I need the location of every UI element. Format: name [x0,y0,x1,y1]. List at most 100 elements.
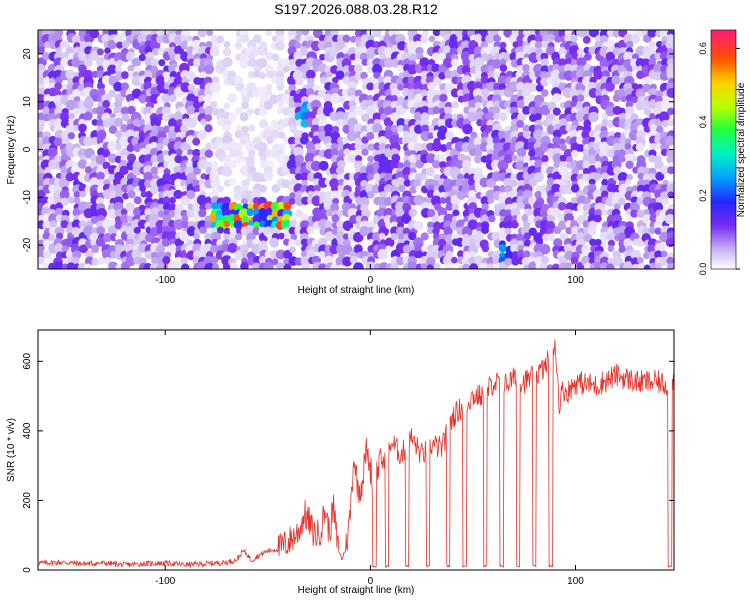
heatmap-cell [397,59,405,67]
heatmap-cell [102,161,111,170]
heatmap-cell [643,264,651,269]
heatmap-cell [173,172,183,182]
heatmap-cell [161,113,171,122]
heatmap-cell [203,94,213,103]
heatmap-cell [143,171,154,182]
heatmap-cell [38,172,46,183]
heatmap-cell [174,53,182,61]
heatmap-cell [180,257,188,265]
heatmap-cell [294,41,302,49]
heatmap-cell [290,233,298,241]
snr-series-line [38,339,674,569]
heatmap-cell [192,148,201,158]
heatmap-cell [402,195,411,205]
heatmap-cell [222,47,232,57]
heatmap-cell [372,30,382,38]
heatmap-cell [396,64,404,72]
heatmap-cell [56,232,64,240]
heatmap-cell [287,117,299,128]
heatmap-cell [414,81,425,92]
heatmap-cell [210,34,219,43]
heatmap-cell [275,153,286,163]
heatmap-cell [425,166,435,177]
heatmap-cell [91,244,100,253]
heatmap-cell [343,148,351,156]
heatmap-cell [169,196,176,204]
heatmap-cell [660,191,669,200]
heatmap-cell [90,136,100,146]
heatmap-cell [359,52,369,62]
heatmap-cell [371,231,382,242]
heatmap-cell [391,87,401,98]
heatmap-cell [72,256,80,264]
heatmap-cell [205,161,213,169]
heatmap-cell [355,209,363,218]
heatmap-cell [557,202,567,211]
heatmap-cell [38,75,46,86]
heatmap-cell [361,58,369,66]
colorbar-label: Normalized spectral amplitude [736,82,747,217]
heatmap-cell [276,71,285,80]
heatmap-cell [157,47,166,55]
heatmap-cell [253,221,261,229]
heatmap-cell [205,142,213,150]
heatmap-cell [42,136,52,146]
heatmap-cell [209,46,220,57]
heatmap-cell [239,58,250,69]
heatmap-cell [390,124,399,133]
heatmap-cell [204,114,213,122]
heatmap-cell [408,231,417,241]
heatmap-cell [229,262,238,269]
heatmap-cell [175,148,183,156]
heatmap-cell [151,251,159,260]
heatmap-cell [84,58,93,68]
heatmap-cell [551,93,562,103]
heatmap-cell [522,131,530,139]
heatmap-cell [140,190,148,198]
heatmap-cell [534,113,542,121]
heatmap-cell [211,202,220,211]
heatmap-cell [96,81,106,91]
heatmap-cell [326,76,334,84]
heatmap-cell [113,81,123,92]
x-tick-label: -100 [155,576,175,587]
heatmap-cell [258,256,267,265]
heatmap-cell [180,263,190,269]
heatmap-cell [305,69,316,80]
heatmap-cell [367,143,376,151]
heatmap-cell [60,111,70,122]
heatmap-cell [120,214,130,224]
heatmap-cell [66,262,76,269]
heatmap-cell [161,93,171,103]
heatmap-cell [366,131,375,140]
heatmap-cell [241,95,250,104]
heatmap-cell [42,238,51,248]
heatmap-cell [240,261,249,269]
heatmap-cell [397,162,404,169]
heatmap-cell [558,138,566,146]
heatmap-cell [73,191,81,198]
heatmap-cell [439,93,448,103]
heatmap-cell [420,112,430,122]
heatmap-cell [275,249,286,260]
heatmap-cell [151,47,160,56]
heatmap-cell [169,203,177,211]
heatmap-cell [83,208,94,219]
heatmap-cell [354,142,363,151]
heatmap-cell [307,190,314,198]
heatmap-cell [192,137,201,146]
heatmap-cell [65,69,75,80]
heatmap-cell [174,178,183,187]
heatmap-cell [271,53,280,62]
heatmap-cell [383,196,393,207]
heatmap-cell [120,82,130,91]
heatmap-cell [335,70,345,80]
heatmap-cell [335,231,346,243]
heatmap-cell [149,227,160,237]
heatmap-cell [631,96,638,104]
colorbar-tick-label: 0.2 [698,189,708,202]
heatmap-cell [266,232,274,240]
heatmap-cell [197,159,208,170]
heatmap-cell [89,51,100,62]
heatmap-cell [91,118,99,126]
